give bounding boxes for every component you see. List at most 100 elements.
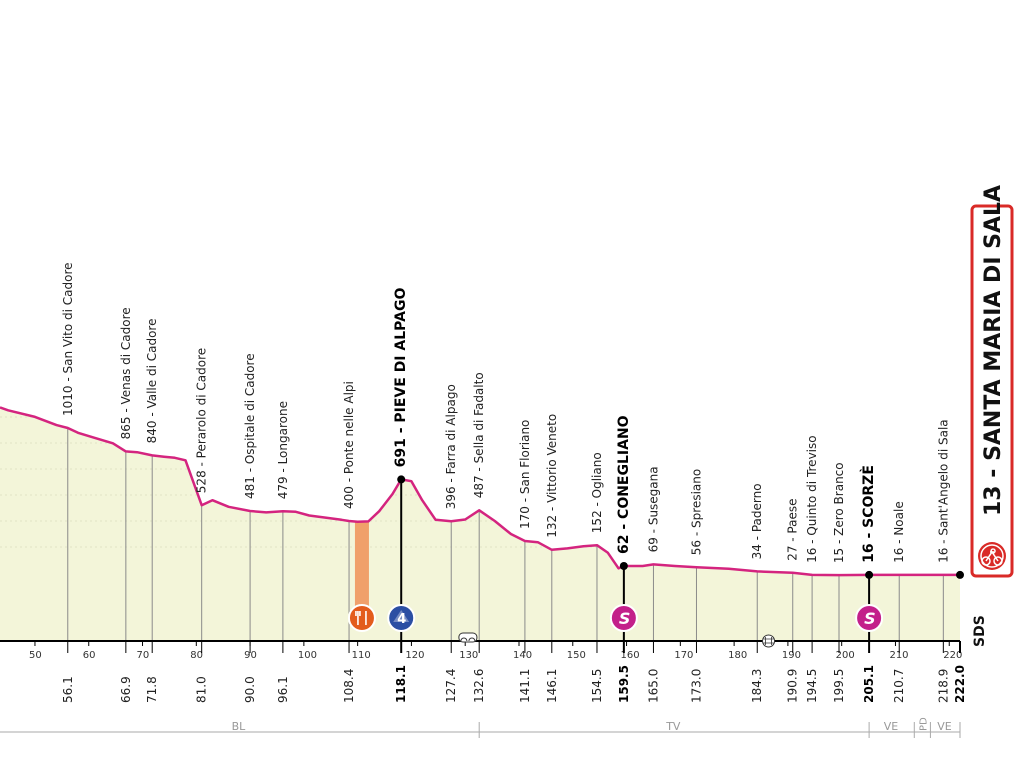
profile-area	[0, 407, 960, 641]
km-distance-label: 118.1	[394, 665, 408, 703]
km-tick-label: 210	[889, 650, 908, 661]
stage-title: 13 - SANTA MARIA DI SALA	[981, 185, 1006, 516]
finish-cyclist-icon	[978, 542, 1006, 570]
km-distance-label: 71.8	[145, 676, 159, 703]
km-tick-label: 100	[298, 650, 317, 661]
km-distance-label: 81.0	[195, 676, 209, 703]
km-tick-label: 190	[782, 650, 801, 661]
waypoint-dot	[865, 570, 874, 579]
km-distance-label: 190.9	[786, 669, 800, 703]
waypoint-label: 170 - San Floriano	[518, 420, 532, 529]
sprint-icon	[855, 604, 884, 632]
km-distance-label: 222.0	[953, 665, 967, 703]
province-label: BL	[232, 720, 247, 733]
waypoint-label: 481 - Ospitale di Cadore	[243, 353, 257, 499]
km-tick-label: 180	[728, 650, 747, 661]
km-distance-label: 132.6	[472, 669, 486, 703]
province-label: TV	[665, 720, 681, 733]
profile-line	[0, 406, 960, 577]
route-markers: 4 S S	[347, 570, 964, 648]
km-distance-label: 90.0	[243, 676, 257, 703]
km-tick-label: 200	[836, 650, 855, 661]
tunnel-icon	[458, 632, 478, 643]
km-tick-label: 220	[943, 650, 962, 661]
sprint-label: S	[619, 609, 631, 628]
km-distance-label: 184.3	[750, 669, 764, 703]
waypoint-label: 152 - Ogliano	[590, 452, 604, 533]
sky-mask	[0, 0, 960, 575]
waypoint-dot	[397, 475, 406, 484]
tunnel-arches	[460, 637, 476, 642]
km-distance-label: 108.4	[342, 669, 356, 703]
waypoint-label: 479 - Longarone	[276, 401, 290, 499]
feed-zone-band	[354, 521, 369, 621]
km-tick-label: 150	[567, 650, 586, 661]
waypoint-label: 16 - Quinto di Treviso	[805, 435, 819, 563]
km-tick-label: 120	[405, 650, 424, 661]
waypoint-label: 132 - Vittorio Veneto	[545, 414, 559, 538]
waypoint-label: 16 - SCORZÈ	[860, 465, 877, 563]
waypoint-label: 1010 - San Vito di Cadore	[61, 262, 75, 416]
km-distance-label: 194.5	[805, 669, 819, 703]
province-strip: BL TV VE PD VE	[0, 717, 961, 738]
km-tick-label: 140	[513, 650, 532, 661]
rail-shape	[763, 637, 774, 645]
km-distance-label: 173.0	[690, 669, 704, 703]
waypoint-label: 16 - Noale	[892, 501, 906, 563]
km-distance-label: 141.1	[518, 669, 532, 703]
waypoint-label: 691 - PIEVE DI ALPAGO	[393, 288, 409, 468]
km-tick-label: 80	[190, 650, 203, 661]
waypoint-label: 56 - Spresiano	[690, 469, 704, 555]
km-distance-label: 127.4	[444, 669, 458, 703]
mountain-gpm-icon	[387, 604, 416, 632]
km-distance-labels: 56.1 66.9 71.8 81.0 90.0 96.1 108.4 118.1 127.4 1…	[61, 665, 967, 703]
feed-zone-layer	[354, 521, 369, 621]
cutlery-icon	[347, 604, 376, 632]
km-distance-label: 154.5	[590, 669, 604, 703]
finish-title-block: 13 - SANTA MARIA DI SALA SDS	[970, 185, 1014, 647]
profile-area-layer	[0, 0, 960, 641]
waypoint-label: 840 - Valle di Cadore	[145, 319, 159, 444]
waypoint-label: 16 - Sant'Angelo di Sala	[936, 419, 950, 563]
waypoint-label: 528 - Perarolo di Cadore	[195, 348, 209, 493]
waypoint-dot	[619, 562, 628, 570]
gpm-category-label: 4	[397, 612, 406, 627]
km-distance-label: 66.9	[119, 676, 133, 703]
waypoint-label: 487 - Sella di Fadalto	[472, 372, 486, 498]
waypoint-label: 34 - Paderno	[750, 483, 764, 559]
waypoint-label: 865 - Venas di Cadore	[119, 307, 133, 439]
km-tick-label: 50	[29, 650, 42, 661]
km-tick-label: 90	[244, 650, 257, 661]
km-distance-label: 165.0	[646, 669, 660, 703]
km-tick-label: 130	[459, 650, 478, 661]
waypoint-labels: 1010 - San Vito di Cadore 865 - Venas di …	[61, 262, 950, 579]
waypoint-label: 62 - CONEGLIANO	[616, 415, 632, 554]
km-distance-label: 199.5	[832, 669, 846, 703]
gpm-mountain-shape	[393, 610, 410, 622]
km-distance-label: 218.9	[936, 669, 950, 703]
railway-crossing-icon	[762, 634, 776, 648]
km-distance-label: 210.7	[892, 669, 906, 703]
km-tick-label: 170	[674, 650, 693, 661]
waypoint-label: 69 - Susegana	[646, 466, 660, 552]
province-label: VE	[937, 720, 952, 733]
waypoint-label: 27 - Paese	[786, 499, 800, 561]
finish-dot	[956, 570, 964, 579]
km-distance-label: 205.1	[862, 665, 876, 703]
waypoint-label: 396 - Farra di Alpago	[444, 384, 458, 509]
km-distance-label: 146.1	[545, 669, 559, 703]
cutlery-shape	[355, 611, 367, 625]
km-distance-label: 96.1	[276, 676, 290, 703]
profile-line-layer	[0, 406, 960, 577]
km-distance-label: 56.1	[61, 676, 75, 703]
km-tick-label: 110	[352, 650, 371, 661]
sprint-icon	[609, 604, 638, 632]
province-label: PD	[918, 717, 929, 731]
finish-title-frame	[970, 204, 1014, 578]
km-tick-label: 70	[137, 650, 150, 661]
sprint-label: S	[864, 609, 876, 628]
waypoint-label: 15 - Zero Branco	[832, 462, 846, 563]
waypoint-label: 400 - Ponte nelle Alpi	[342, 381, 356, 509]
